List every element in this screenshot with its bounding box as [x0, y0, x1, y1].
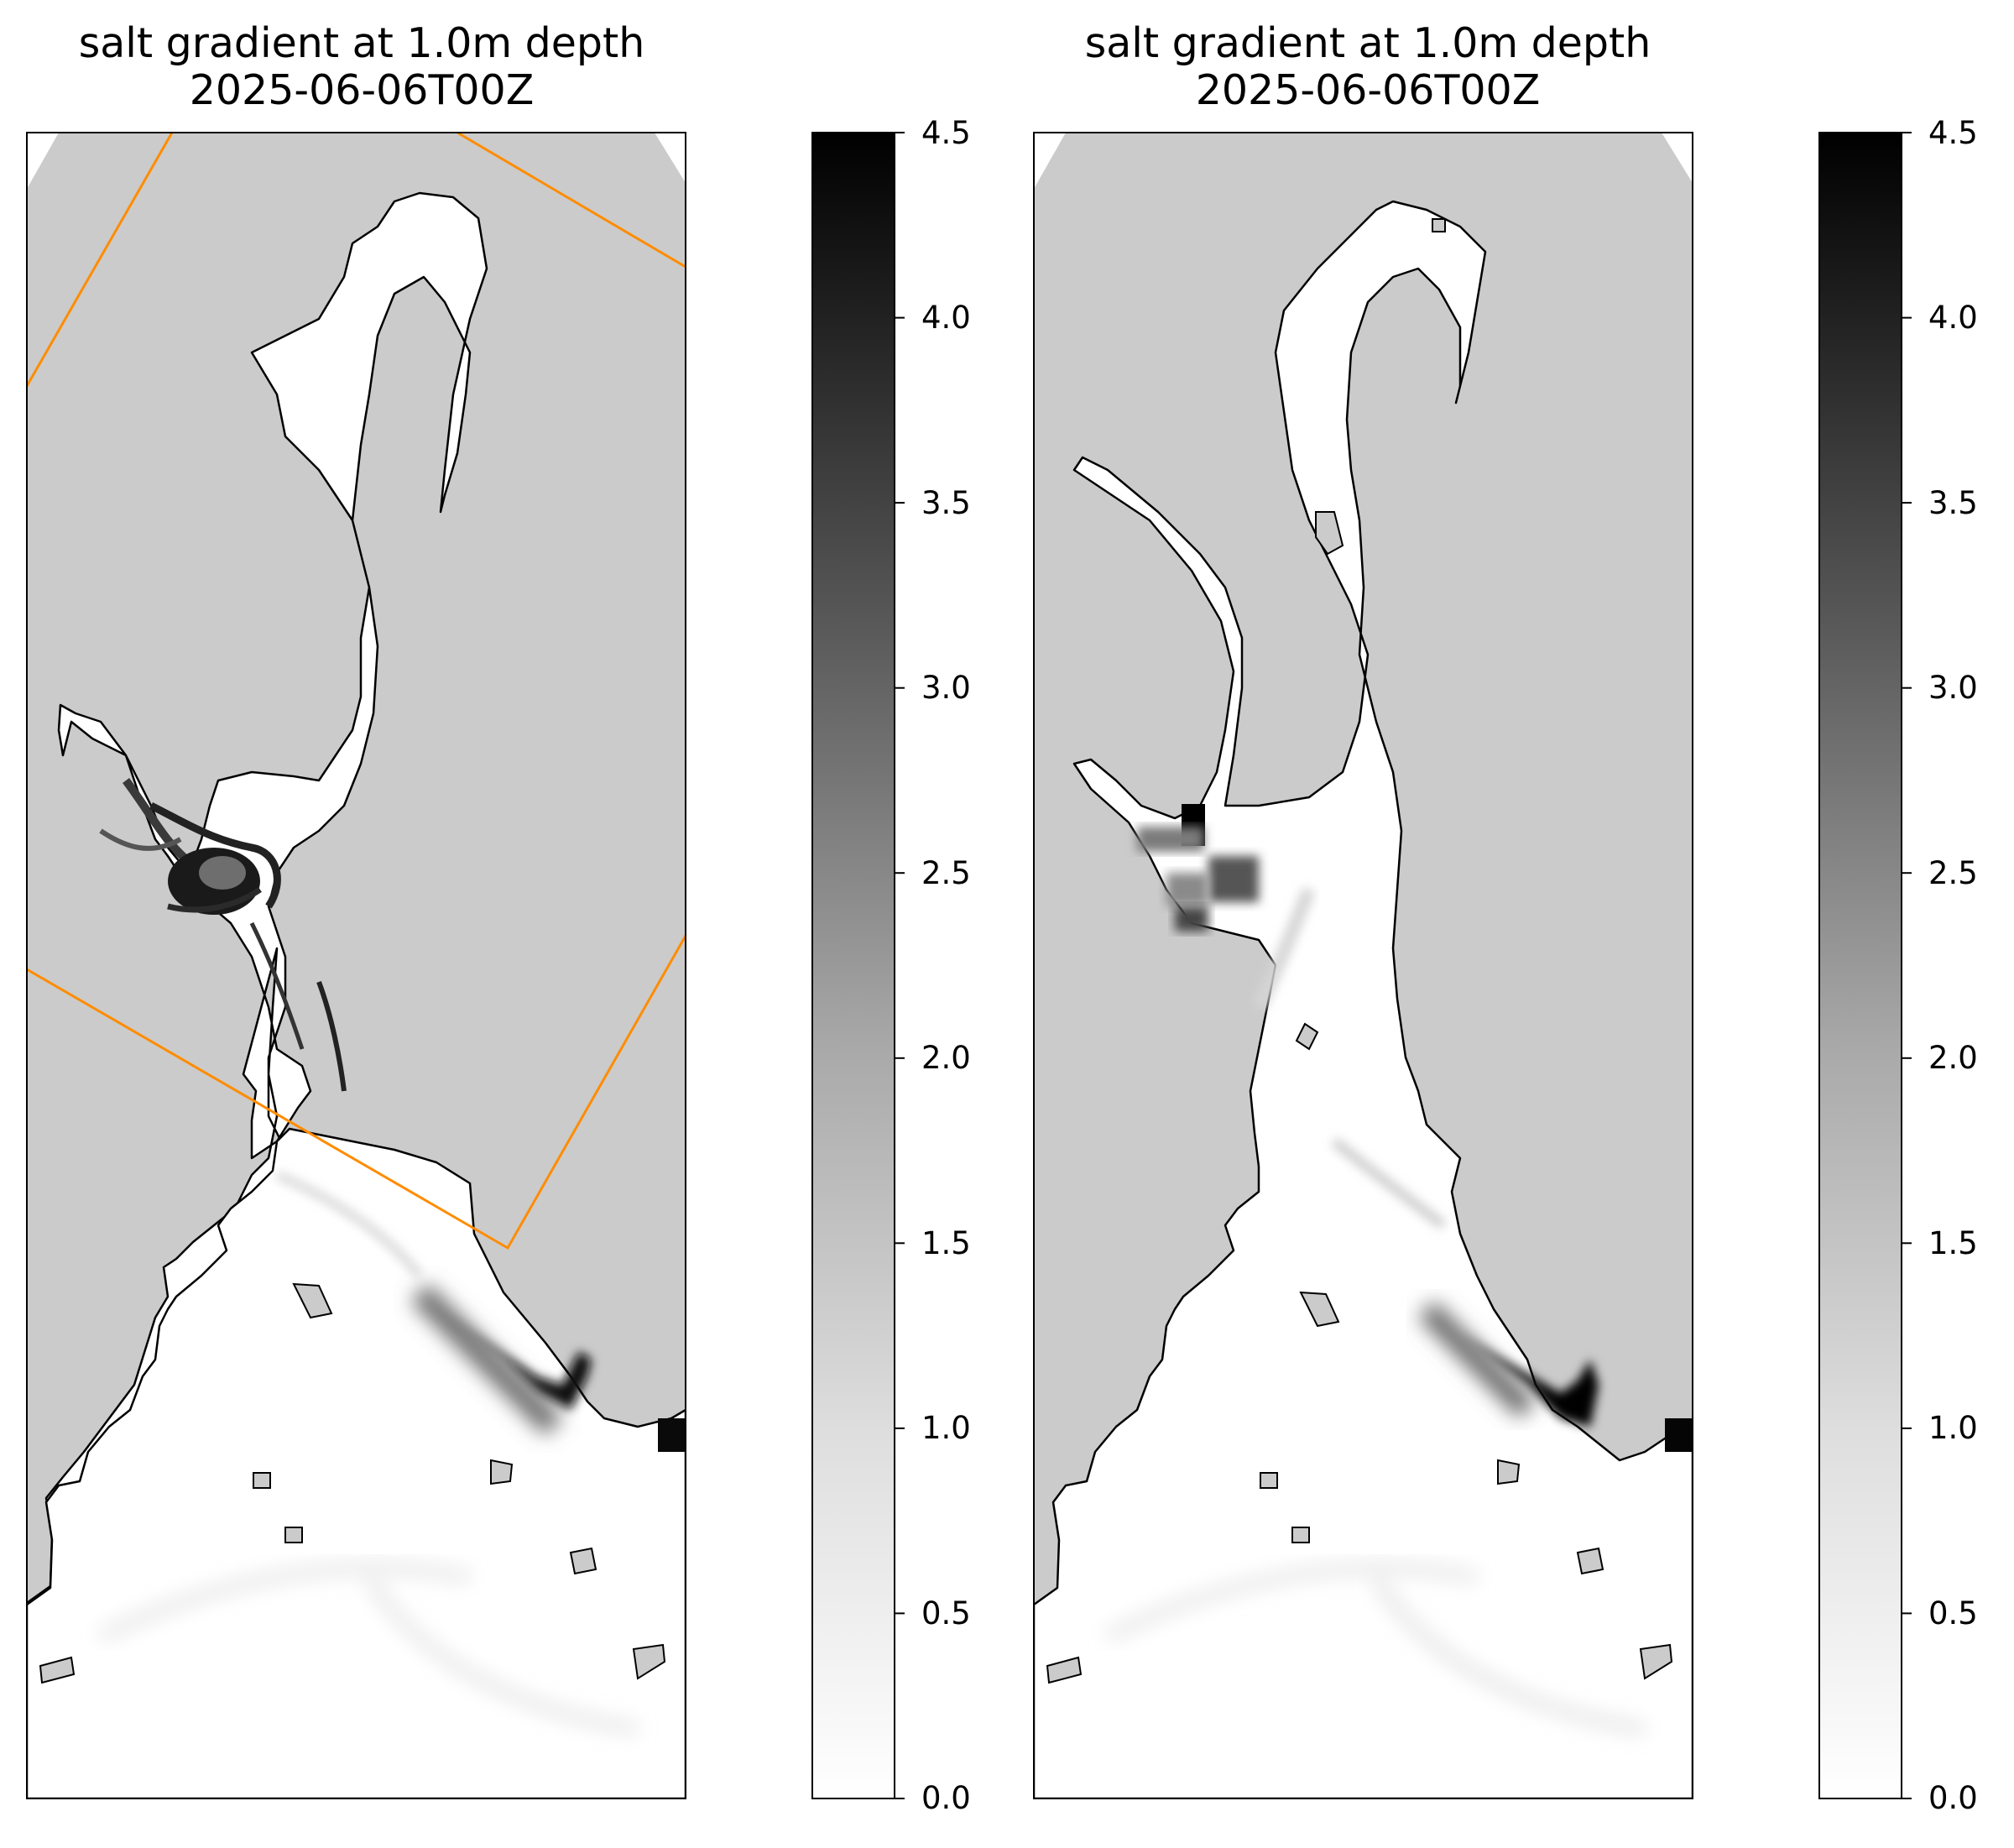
- open-sea: [27, 1127, 686, 1798]
- channel-se-hotspot: [410, 1283, 686, 1452]
- subdomain-box: [457, 133, 686, 269]
- colorbar-right-tick: 0.5: [1928, 1595, 1978, 1631]
- junction-hotspot: [1137, 804, 1259, 932]
- colorbar-left-tick: 3.0: [921, 670, 971, 706]
- map-left-frame: [26, 132, 686, 1799]
- island: [253, 1472, 271, 1489]
- map-left: [27, 133, 686, 1798]
- colorbar-left-ticks: 0.0 0.5 1.0 1.5 2.0 2.5 3.0 3.5 4.0 4.5: [895, 115, 971, 1816]
- colorbar-right: [1818, 132, 1902, 1799]
- gradient-streak-3: [1252, 887, 1316, 1010]
- island: [1260, 1472, 1278, 1489]
- colorbar-right-ticks: 0.0 0.5 1.0 1.5 2.0 2.5 3.0 3.5 4.0 4.5: [1902, 115, 1978, 1816]
- panel-right-title-line1: salt gradient at 1.0m depth: [1085, 19, 1651, 67]
- colorbar-left-tick: 2.0: [921, 1040, 971, 1076]
- colorbar-left: [811, 132, 895, 1799]
- colorbar-left-tick: 1.5: [921, 1225, 971, 1261]
- island: [1299, 1291, 1340, 1328]
- domain-corner-ne: [655, 133, 686, 183]
- gradient-streak-4: [1331, 1137, 1447, 1229]
- island: [1291, 1527, 1310, 1543]
- gradient-streak-2: [1371, 1574, 1646, 1734]
- colorbar-left-tick: 2.5: [921, 855, 971, 891]
- map-right: [1034, 133, 1693, 1798]
- gradient-streak-2: [364, 1574, 639, 1734]
- map-right-frame: [1033, 132, 1693, 1799]
- colorbar-right-tick: 0.0: [1928, 1780, 1978, 1816]
- colorbar-right-tick: 4.5: [1928, 115, 1978, 151]
- panel-left-title-line2: 2025-06-06T00Z: [190, 66, 535, 114]
- domain-corner-nw: [27, 133, 59, 189]
- island: [1497, 1459, 1521, 1485]
- island: [1315, 511, 1344, 556]
- island: [39, 1656, 76, 1684]
- island: [1576, 1547, 1604, 1575]
- domain-corner-nw: [1034, 133, 1066, 189]
- colorbar-right-tick: 3.5: [1928, 485, 1978, 521]
- island: [292, 1282, 333, 1319]
- island: [1639, 1643, 1673, 1680]
- colorbar-left-tick: 0.0: [921, 1780, 971, 1816]
- eddy-west: [99, 778, 347, 1092]
- subdomain-box: [27, 935, 686, 1250]
- island: [284, 1527, 303, 1543]
- colorbar-left-tick: 0.5: [921, 1595, 971, 1631]
- colorbar-left-tick: 1.0: [921, 1410, 971, 1446]
- colorbar-right-tick: 2.0: [1928, 1040, 1978, 1076]
- colorbar-right-tick: 3.0: [1928, 670, 1978, 706]
- colorbar-left-tick: 3.5: [921, 485, 971, 521]
- subdomain-box: [27, 133, 174, 387]
- island: [1432, 218, 1446, 232]
- colorbar-right-tick: 1.0: [1928, 1410, 1978, 1446]
- gradient-streak-1: [1104, 1562, 1479, 1642]
- colorbar-left-tick: 4.5: [921, 115, 971, 151]
- island: [1295, 1022, 1319, 1051]
- colorbar-right-tick: 1.5: [1928, 1225, 1978, 1261]
- colorbar-right-tick: 4.0: [1928, 300, 1978, 336]
- island: [490, 1459, 514, 1485]
- domain-corner-ne: [1662, 133, 1693, 183]
- panel-left: salt gradient at 1.0m depth 2025-06-06T0…: [26, 19, 971, 1816]
- colorbar-left-tick: 4.0: [921, 300, 971, 336]
- gradient-streak-1: [97, 1562, 472, 1642]
- colorbar-right-tick: 2.5: [1928, 855, 1978, 891]
- island: [1046, 1656, 1083, 1684]
- panel-right-title-line2: 2025-06-06T00Z: [1196, 66, 1541, 114]
- gradient-streak-3: [275, 1171, 423, 1279]
- island: [569, 1547, 597, 1575]
- channel-se-hotspot: [1418, 1301, 1693, 1452]
- island: [632, 1643, 666, 1680]
- panel-right: salt gradient at 1.0m depth 2025-06-06T0…: [1033, 19, 1978, 1816]
- panel-left-title-line1: salt gradient at 1.0m depth: [79, 19, 645, 67]
